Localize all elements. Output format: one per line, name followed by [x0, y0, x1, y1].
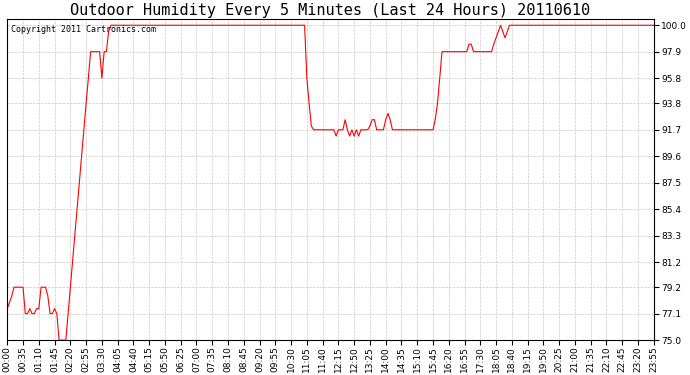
- Text: Copyright 2011 Cartronics.com: Copyright 2011 Cartronics.com: [10, 26, 155, 34]
- Title: Outdoor Humidity Every 5 Minutes (Last 24 Hours) 20110610: Outdoor Humidity Every 5 Minutes (Last 2…: [70, 3, 591, 18]
